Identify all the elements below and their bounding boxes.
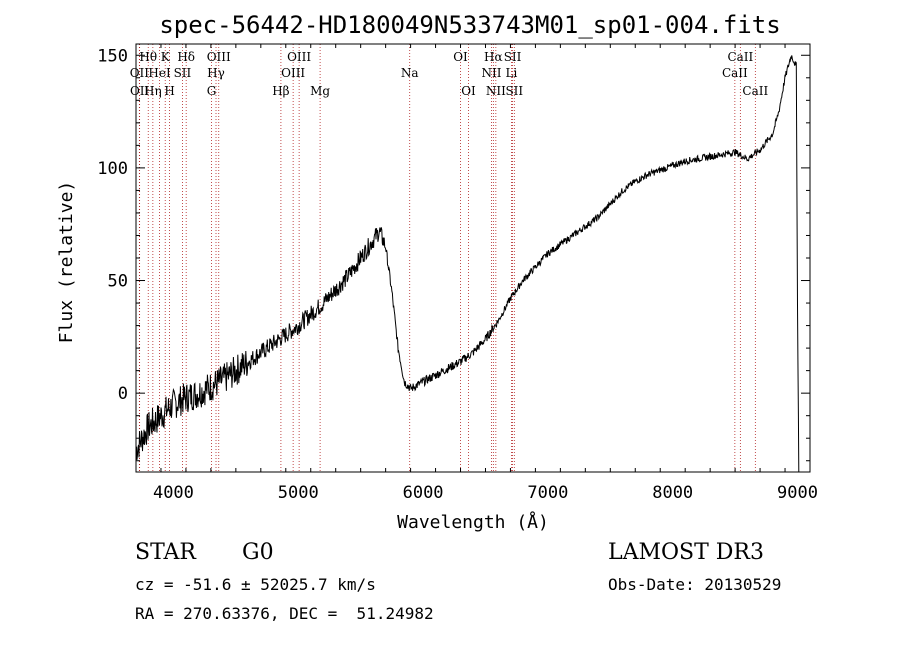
- x-tick-label-9000: 9000: [777, 483, 818, 503]
- chart-title: spec-56442-HD180049N533743M01_sp01-004.f…: [159, 11, 780, 39]
- line-label-3: K: [161, 50, 171, 64]
- x-axis-label: Wavelength (Å): [397, 511, 549, 533]
- line-label-17: OI: [453, 50, 468, 64]
- line-label-18: OI: [461, 84, 476, 98]
- plot-frame: [135, 43, 811, 473]
- line-label-11: G: [207, 84, 217, 98]
- plot-area: [135, 55, 800, 473]
- emission-line-markers: [138, 44, 756, 472]
- line-label-21: NII: [486, 84, 506, 98]
- x-tick-label-4000: 4000: [153, 483, 194, 503]
- survey-name: LAMOST DR3: [608, 540, 764, 565]
- line-label-27: CaII: [742, 84, 768, 98]
- y-tick-label-100: 100: [97, 159, 128, 179]
- line-label-19: Hα: [484, 50, 503, 64]
- line-label-12: Hβ: [272, 84, 289, 98]
- redshift-readout: cz = -51.6 ± 52025.7 km/s: [135, 575, 376, 594]
- x-tick-label-5000: 5000: [278, 483, 319, 503]
- line-label-1: OII: [130, 66, 150, 80]
- y-axis-ticks: 0 50 100 150: [97, 46, 810, 462]
- observation-date: Obs-Date: 20130529: [608, 575, 782, 594]
- line-label-24: SII: [505, 84, 523, 98]
- x-tick-label-8000: 8000: [652, 483, 693, 503]
- line-label-8: Hδ: [177, 50, 195, 64]
- line-label-4: HeI: [148, 66, 171, 80]
- y-axis-label: Flux (relative): [56, 181, 77, 344]
- line-label-25: CaII: [727, 50, 753, 64]
- line-label-6: SII: [174, 66, 192, 80]
- y-tick-label-150: 150: [97, 46, 128, 66]
- line-label-22: SII: [504, 50, 522, 64]
- y-tick-label-0: 0: [118, 384, 128, 404]
- line-label-0: Hθ: [139, 50, 157, 64]
- line-label-23: Li: [506, 66, 518, 80]
- line-label-16: Na: [401, 66, 419, 80]
- line-label-9: OIII: [207, 50, 231, 64]
- line-label-2: OII: [130, 84, 150, 98]
- object-class: STAR: [135, 540, 196, 565]
- spectrum-series-line: [135, 55, 800, 473]
- line-label-10: Hγ: [207, 66, 225, 80]
- line-label-20: NII: [481, 66, 501, 80]
- line-label-15: Mg: [310, 84, 330, 98]
- y-tick-label-50: 50: [108, 272, 128, 292]
- line-label-7: H: [164, 84, 174, 98]
- line-label-13: OIII: [287, 50, 311, 64]
- x-axis-ticks: 4000 5000 6000 7000 8000 9000: [135, 44, 818, 503]
- line-label-26: CaII: [722, 66, 748, 80]
- x-tick-label-6000: 6000: [403, 483, 444, 503]
- x-tick-label-7000: 7000: [527, 483, 568, 503]
- line-label-5: Hη: [144, 84, 162, 98]
- line-label-14: OIII: [281, 66, 305, 80]
- object-subclass: G0: [242, 540, 274, 565]
- sky-coordinates: RA = 270.63376, DEC = 51.24982: [135, 604, 434, 623]
